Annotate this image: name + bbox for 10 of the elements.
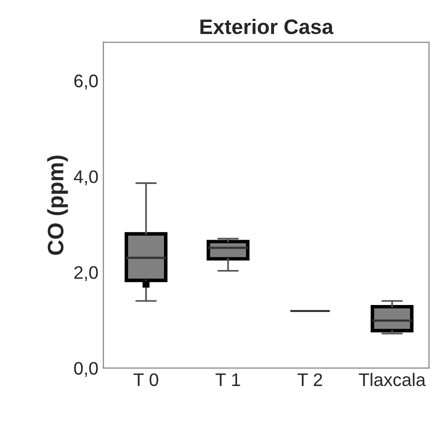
y-tick-label: 4,0 [74,170,98,186]
chart-title: Exterior Casa [200,18,334,34]
y-tick-label: 6,0 [74,74,98,90]
x-tick-label: Tlaxcala [358,372,426,386]
y-axis-title: CO (ppm) [47,156,68,255]
x-tick-label: T 2 [298,373,322,386]
y-tick-label: 0,0 [74,362,98,377]
x-tick-label: T 0 [134,373,158,386]
y-tick-label: 2,0 [74,266,98,282]
x-tick-label: T 1 [216,374,240,386]
